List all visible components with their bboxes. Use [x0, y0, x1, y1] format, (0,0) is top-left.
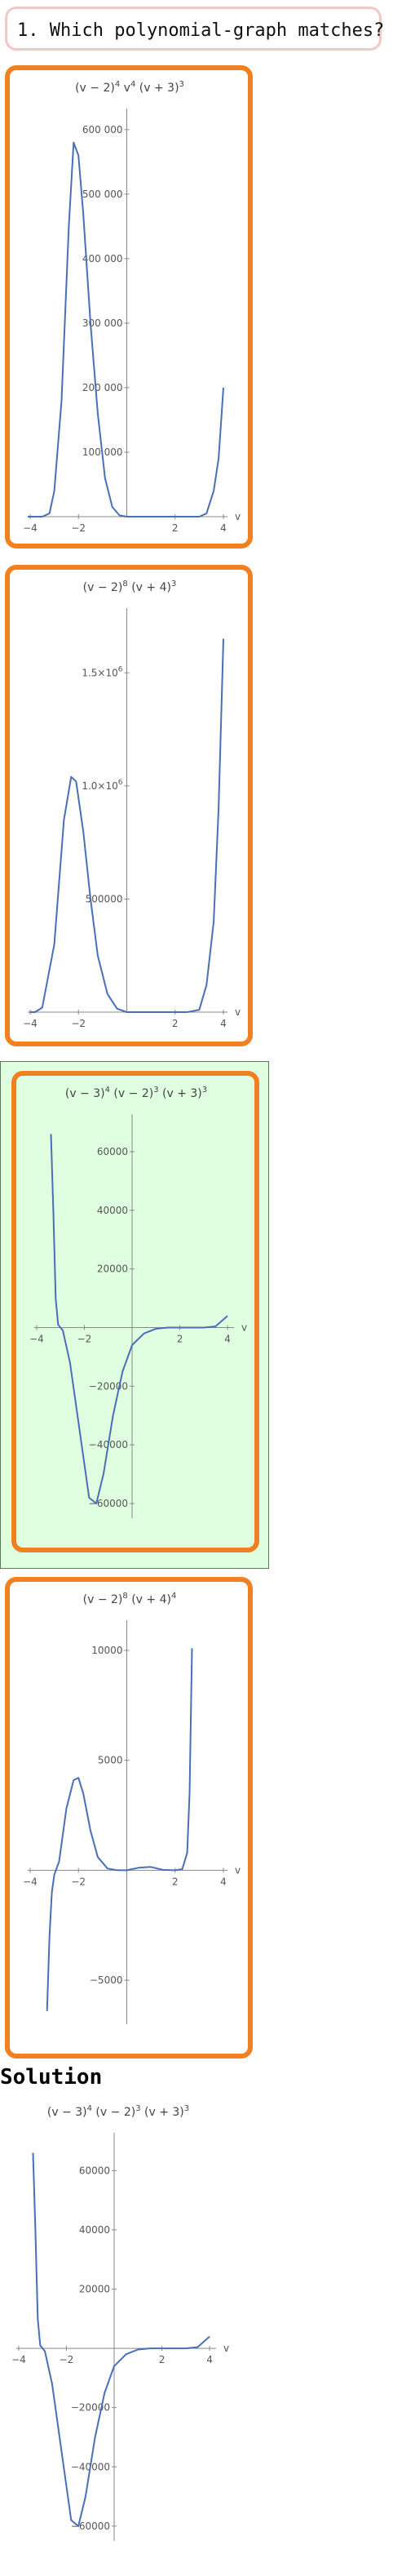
- y-tick-label: 500 000: [82, 189, 123, 200]
- x-tick-label: 4: [220, 1018, 227, 1029]
- chart-solution: (v − 3)4 (v − 2)3 (v + 3)3 v −4 −2 2 4 −60000 −…: [11, 2104, 229, 2541]
- y-tick-label: 10000: [91, 1645, 122, 1656]
- x-tick-label: −4: [29, 1333, 44, 1344]
- chart-title: (v − 3)4 (v − 2)3 (v + 3)3: [47, 2104, 189, 2119]
- question-text: 1. Which polynomial-graph matches?: [17, 20, 385, 41]
- x-tick-label: 2: [177, 1333, 183, 1344]
- y-tick-label: 40000: [79, 2224, 110, 2236]
- y-tick-label: 1.5×106: [82, 665, 122, 678]
- y-tick-label: −5000: [90, 1974, 123, 1986]
- y-tick-label: 60000: [79, 2165, 110, 2176]
- y-tick-label: 300 000: [82, 318, 123, 329]
- y-tick-label: −60000: [71, 2520, 110, 2532]
- y-tick-label: 500000: [86, 893, 123, 904]
- x-tick-label: −4: [23, 1876, 38, 1887]
- answer-option-4[interactable]: [5, 1577, 253, 2059]
- x-tick-label: 2: [172, 522, 179, 534]
- y-tick-label: 1.0×106: [82, 779, 122, 792]
- chart-option-3: (v − 3)4 (v − 2)3 (v + 3)3 v −4 −2 2 4 −60000 −…: [29, 1086, 247, 1518]
- x-axis-label: v: [241, 1321, 247, 1333]
- y-tick-label: 60000: [97, 1146, 128, 1157]
- x-tick-label: −2: [77, 1333, 92, 1344]
- curve-line: [32, 2152, 210, 2527]
- y-tick-label: −60000: [89, 1498, 128, 1509]
- solution-heading: Solution: [0, 2065, 103, 2090]
- x-tick-label: 4: [206, 2354, 213, 2365]
- chart-title: (v − 3)4 (v − 2)3 (v + 3)3: [65, 1086, 207, 1100]
- y-tick-label: 200 000: [82, 382, 123, 393]
- chart-title: (v − 2)4 v4 (v + 3)3: [75, 80, 184, 95]
- curve-line: [46, 1648, 193, 2011]
- x-tick-label: −2: [71, 1876, 86, 1887]
- x-tick-label: −2: [60, 2354, 74, 2365]
- answer-option-3[interactable]: [11, 1071, 259, 1552]
- question-box: 1. Which polynomial-graph matches?: [5, 7, 385, 51]
- x-tick-label: 2: [172, 1876, 179, 1887]
- answer-option-1[interactable]: [5, 65, 253, 549]
- x-axis-label: v: [235, 1864, 241, 1876]
- x-tick-label: −4: [11, 2354, 26, 2365]
- x-tick-label: 2: [159, 2354, 166, 2365]
- y-tick-label: 5000: [98, 1755, 123, 1766]
- y-tick-label: 40000: [97, 1205, 128, 1216]
- y-tick-label: 20000: [79, 2283, 110, 2294]
- x-tick-label: −4: [23, 1018, 38, 1029]
- curve-line: [28, 141, 224, 517]
- x-tick-label: −2: [71, 1018, 86, 1029]
- chart-option-4: (v − 2)8 (v + 4)4 v −4 −2 2 4 −5000 5000 10000: [23, 1592, 241, 2024]
- answer-option-2[interactable]: [5, 565, 253, 1046]
- chart-title: (v − 2)8 (v + 4)4: [83, 1592, 177, 1606]
- x-tick-label: 4: [220, 1876, 227, 1887]
- curve-line: [50, 1134, 228, 1504]
- chart-option-2: (v − 2)8 (v + 4)3 v −4 −2 2 4 500000 1.0×106 1.5…: [23, 580, 241, 1029]
- y-tick-label: 20000: [97, 1264, 128, 1275]
- x-axis-label: v: [223, 2343, 229, 2354]
- curve-line: [30, 638, 224, 1013]
- x-tick-label: −2: [71, 522, 86, 534]
- y-tick-label: −20000: [89, 1380, 128, 1392]
- x-axis-label: v: [235, 1006, 241, 1018]
- x-tick-label: 2: [172, 1018, 179, 1029]
- x-tick-label: 4: [220, 522, 227, 534]
- y-tick-label: 400 000: [82, 253, 123, 264]
- chart-title: (v − 2)8 (v + 4)3: [83, 580, 177, 594]
- x-axis-label: v: [235, 511, 241, 522]
- x-tick-label: −4: [23, 522, 38, 534]
- y-tick-label: −20000: [71, 2402, 110, 2414]
- y-tick-label: 600 000: [82, 124, 123, 135]
- x-tick-label: 4: [224, 1333, 231, 1344]
